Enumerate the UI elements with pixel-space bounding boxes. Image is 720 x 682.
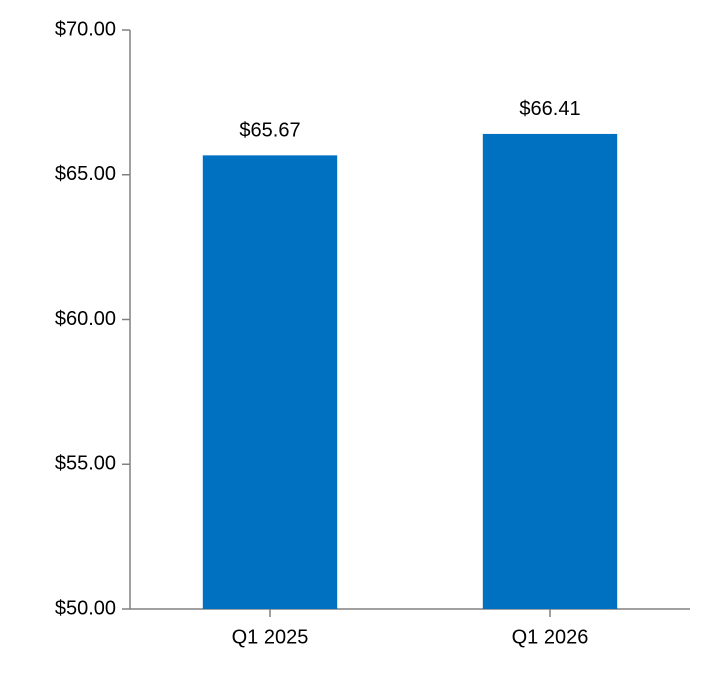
x-tick-label: Q1 2026: [512, 626, 589, 648]
y-tick-label: $50.00: [55, 597, 116, 619]
y-tick-label: $60.00: [55, 308, 116, 330]
value-label: $65.67: [239, 120, 300, 142]
y-tick-label: $55.00: [55, 453, 116, 475]
bar: [202, 155, 338, 609]
y-tick-label: $65.00: [55, 163, 116, 185]
y-tick-label: $70.00: [55, 18, 116, 40]
value-label: $66.41: [519, 98, 580, 120]
x-tick-label: Q1 2025: [232, 626, 309, 648]
bar: [482, 133, 618, 610]
